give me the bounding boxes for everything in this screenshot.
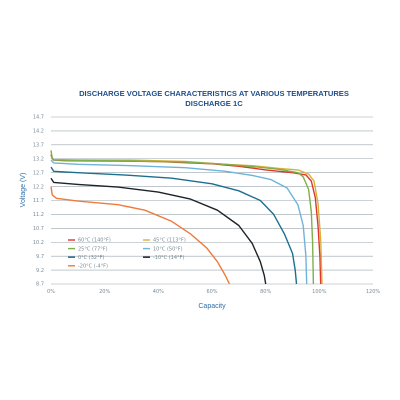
x-tick-label: 120% xyxy=(366,289,381,295)
y-tick-label: 8.7 xyxy=(36,282,44,288)
legend-entry: 0°C (32°F) xyxy=(78,255,104,261)
series-line xyxy=(50,150,315,285)
y-axis-ticks: 8.7 9.2 9.7 10.2 10.7 11.2 11.7 12.2 12.7 13.2 13.… xyxy=(33,115,44,288)
series-line xyxy=(50,166,298,285)
y-tick-label: 9.2 xyxy=(36,268,44,274)
legend-entry: 45°C (113°F) xyxy=(153,238,186,244)
chart-title: DISCHARGE VOLTAGE CHARACTERISTICS AT VAR… xyxy=(79,89,349,98)
series-lines xyxy=(50,150,323,285)
y-tick-label: 12.2 xyxy=(33,184,44,190)
y-tick-label: 12.7 xyxy=(33,170,44,176)
x-axis-ticks: 0% 20% 40% 60% 80% 100% 120% xyxy=(47,289,380,295)
x-tick-label: 20% xyxy=(99,289,110,295)
legend-entry: -20°C (-4°F) xyxy=(78,264,108,270)
y-tick-label: 13.7 xyxy=(33,143,44,149)
legend-entry: 10°C (50°F) xyxy=(153,246,183,252)
y-tick-label: 10.7 xyxy=(33,226,44,232)
series-line xyxy=(50,177,267,285)
x-tick-label: 100% xyxy=(312,289,327,295)
y-tick-label: 11.7 xyxy=(33,198,44,204)
legend-entry: 60°C (140°F) xyxy=(78,238,111,244)
chart-subtitle: DISCHARGE 1C xyxy=(185,99,243,108)
y-tick-label: 10.2 xyxy=(33,240,44,246)
series-line xyxy=(50,159,308,285)
y-axis-label: Voltage (V) xyxy=(20,173,27,208)
legend: 60°C (140°F) 45°C (113°F) 25°C (77°F) 10°C … xyxy=(68,238,186,270)
y-tick-label: 11.2 xyxy=(33,212,44,218)
legend-entry: 25°C (77°F) xyxy=(78,246,108,252)
y-tick-label: 14.2 xyxy=(33,129,44,135)
x-tick-label: 60% xyxy=(206,289,217,295)
y-tick-label: 14.7 xyxy=(33,115,44,121)
x-tick-label: 0% xyxy=(47,289,55,295)
series-line xyxy=(50,186,231,285)
x-tick-label: 40% xyxy=(153,289,164,295)
legend-entry: -10°C (14°F) xyxy=(153,255,184,261)
y-tick-label: 13.2 xyxy=(33,156,44,162)
x-tick-label: 80% xyxy=(260,289,271,295)
x-axis-label: Capacity xyxy=(198,303,226,310)
y-tick-label: 9.7 xyxy=(36,254,44,260)
grid xyxy=(51,116,373,285)
